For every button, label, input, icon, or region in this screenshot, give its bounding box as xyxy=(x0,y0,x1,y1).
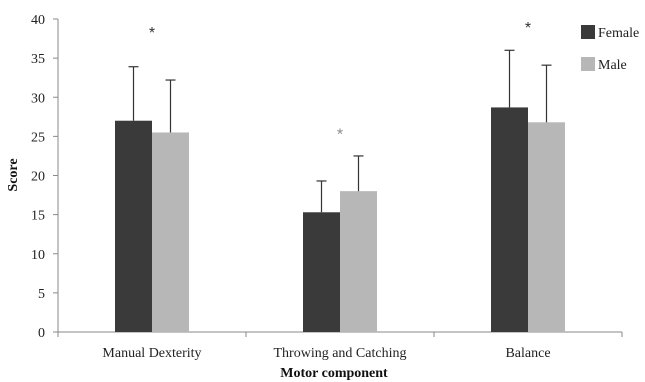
bar-female xyxy=(491,107,528,332)
bar-female xyxy=(303,212,340,332)
bar-male xyxy=(340,191,377,332)
y-tick-label: 5 xyxy=(38,287,45,302)
y-tick-label: 35 xyxy=(31,52,45,67)
bars xyxy=(115,107,565,332)
y-tick-label: 15 xyxy=(31,209,45,224)
legend-swatch-female xyxy=(581,25,595,39)
legend-label-female: Female xyxy=(598,26,639,41)
y-axis xyxy=(53,18,59,333)
error-bars xyxy=(128,49,552,213)
x-tick-labels: Manual Dexterity Throwing and Catching Bal… xyxy=(102,346,550,361)
y-tick-label: 30 xyxy=(31,91,45,106)
bar-male xyxy=(528,122,565,332)
significance-markers: * * * xyxy=(149,20,531,143)
y-tick-label: 25 xyxy=(31,130,45,145)
y-tick-label: 40 xyxy=(31,13,45,28)
x-axis xyxy=(57,331,623,337)
y-tick-labels: 0 5 10 15 20 25 30 35 40 xyxy=(31,13,45,341)
y-axis-title: Score xyxy=(6,158,21,191)
legend-swatch-male xyxy=(581,57,595,71)
significance-marker: * xyxy=(337,127,343,144)
x-axis-title: Motor component xyxy=(280,366,388,381)
bar-female xyxy=(115,120,152,332)
x-tick-label: Manual Dexterity xyxy=(102,346,201,361)
legend-label-male: Male xyxy=(598,58,627,73)
bar-male xyxy=(152,132,189,332)
y-tick-label: 10 xyxy=(31,248,45,263)
x-tick-label: Balance xyxy=(505,346,550,361)
significance-marker: * xyxy=(525,20,531,37)
legend: Female Male xyxy=(581,25,639,73)
x-tick-label: Throwing and Catching xyxy=(274,346,407,361)
y-tick-label: 0 xyxy=(38,326,45,341)
significance-marker: * xyxy=(149,25,155,42)
y-tick-label: 20 xyxy=(31,170,45,185)
